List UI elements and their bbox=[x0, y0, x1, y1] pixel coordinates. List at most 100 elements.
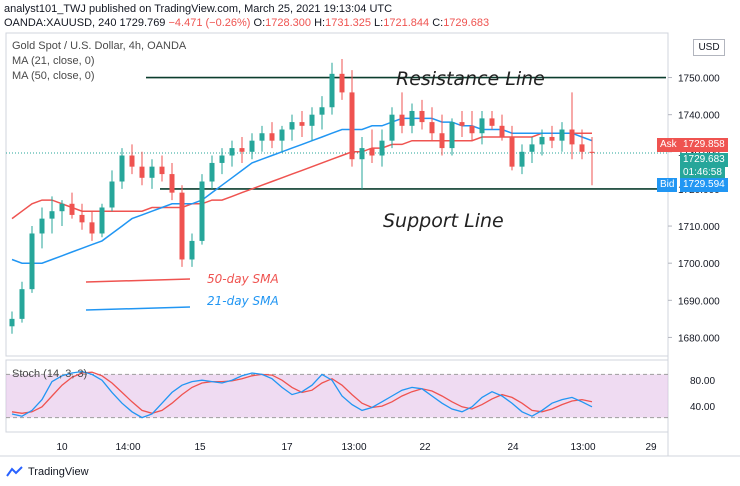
resistance-annotation: Resistance Line bbox=[396, 68, 545, 90]
candle-body bbox=[249, 140, 255, 152]
candle-body bbox=[139, 166, 145, 178]
close-value: 1729.683 bbox=[443, 17, 490, 29]
bar-countdown: 01:46:58 bbox=[680, 166, 725, 180]
price-pane bbox=[5, 32, 669, 357]
candle-body bbox=[559, 129, 565, 141]
chart-legend-title: Gold Spot / U.S. Dollar, 4h, OANDA bbox=[12, 40, 187, 52]
x-tick-label: 17 bbox=[281, 442, 293, 453]
candle-body bbox=[179, 192, 185, 260]
x-tick-label: 13:00 bbox=[570, 442, 595, 453]
candle-body bbox=[309, 114, 315, 126]
candle-body bbox=[149, 166, 155, 178]
open-label: O: bbox=[253, 17, 266, 29]
stoch-tick-label: 40.00 bbox=[690, 402, 715, 413]
y-tick-label: 1700.000 bbox=[678, 259, 720, 270]
candle-body bbox=[89, 222, 95, 234]
candle-body bbox=[19, 289, 25, 319]
currency-button[interactable]: USD bbox=[693, 39, 725, 56]
tradingview-logo[interactable]: TradingView bbox=[6, 466, 89, 478]
close-label: C: bbox=[432, 17, 444, 29]
candle-body bbox=[59, 203, 65, 212]
candle-body bbox=[439, 133, 445, 149]
x-tick-label: 14:00 bbox=[115, 442, 140, 453]
x-tick-label: 29 bbox=[645, 442, 657, 453]
ask-value: 1729.858 bbox=[680, 138, 728, 152]
candle-body bbox=[419, 110, 425, 123]
candle-body bbox=[269, 133, 275, 141]
candle-body bbox=[589, 151, 595, 153]
candle-body bbox=[339, 73, 345, 93]
candle-body bbox=[239, 148, 245, 152]
candle-body bbox=[459, 122, 465, 126]
current-price: 1729.769 bbox=[119, 17, 166, 29]
ma21-line bbox=[11, 117, 593, 264]
candle-body bbox=[9, 318, 15, 327]
candle-body bbox=[289, 122, 295, 130]
stoch-k-line bbox=[11, 370, 593, 419]
sma50-sample-line bbox=[85, 278, 191, 283]
symbol-ohlc-line: OANDA:XAUUSD, 240 1729.769 −4.471 (−0.26… bbox=[4, 17, 489, 29]
sma21-annotation: 21-day SMA bbox=[207, 294, 279, 308]
bid-value: 1729.594 bbox=[680, 178, 728, 192]
candle-body bbox=[29, 233, 35, 290]
high-value: 1731.325 bbox=[325, 17, 371, 29]
candle-body bbox=[529, 144, 535, 152]
candle-body bbox=[399, 114, 405, 126]
sma50-annotation: 50-day SMA bbox=[207, 272, 279, 286]
stoch-tick-label: 80.00 bbox=[690, 376, 715, 387]
sma21-sample-line bbox=[85, 306, 191, 311]
candle-body bbox=[159, 166, 165, 175]
publish-info: analyst101_TWJ published on TradingView.… bbox=[4, 3, 393, 15]
candle-body bbox=[209, 162, 215, 182]
open-value: 1728.300 bbox=[265, 17, 312, 29]
candle-body bbox=[429, 122, 435, 134]
symbol: OANDA:XAUUSD, 240 bbox=[4, 17, 117, 29]
candle-body bbox=[479, 118, 485, 134]
candle-body bbox=[119, 155, 125, 182]
candle-body bbox=[519, 151, 525, 167]
candle-body bbox=[379, 140, 385, 156]
y-tick-label: 1680.000 bbox=[678, 333, 720, 344]
y-tick-label: 1750.000 bbox=[678, 74, 720, 85]
x-tick-label: 15 bbox=[194, 442, 206, 453]
candle-body bbox=[189, 240, 195, 260]
candle-body bbox=[39, 218, 45, 234]
price-change: −4.471 (−0.26%) bbox=[168, 17, 251, 29]
ask-label: Ask bbox=[657, 138, 680, 152]
high-label: H: bbox=[314, 17, 326, 29]
candle-body bbox=[409, 110, 415, 126]
ma21-legend: MA (21, close, 0) bbox=[12, 55, 95, 67]
ma50-line bbox=[11, 132, 592, 220]
candle-body bbox=[99, 207, 105, 234]
brand-name: TradingView bbox=[28, 466, 89, 478]
x-tick-label: 22 bbox=[419, 442, 431, 453]
candle-body bbox=[79, 214, 85, 223]
candle-body bbox=[69, 203, 75, 215]
candle-body bbox=[469, 125, 475, 134]
bid-label: Bid bbox=[657, 178, 678, 192]
low-value: 1721.844 bbox=[383, 17, 430, 29]
tradingview-icon bbox=[6, 466, 23, 477]
candle-body bbox=[129, 155, 135, 167]
candle-body bbox=[349, 92, 355, 160]
candle-body bbox=[369, 148, 375, 156]
x-tick-label: 13:00 bbox=[341, 442, 366, 453]
stoch-legend: Stoch (14, 3, 3) bbox=[12, 368, 88, 380]
candle-body bbox=[489, 118, 495, 126]
last-price-tag: 1729.683 bbox=[680, 153, 728, 167]
candle-body bbox=[509, 136, 515, 167]
low-label: L: bbox=[374, 17, 384, 29]
y-tick-label: 1740.000 bbox=[678, 111, 720, 122]
candle-body bbox=[499, 125, 505, 137]
stoch-d-line bbox=[11, 371, 593, 414]
candle-body bbox=[539, 136, 545, 145]
candle-body bbox=[259, 133, 265, 141]
x-tick-label: 10 bbox=[56, 442, 68, 453]
candle-body bbox=[449, 122, 455, 149]
x-tick-label: 24 bbox=[507, 442, 519, 453]
candle-body bbox=[549, 136, 555, 141]
support-annotation: Support Line bbox=[383, 210, 504, 232]
candle-body bbox=[219, 155, 225, 163]
candle-body bbox=[389, 114, 395, 141]
